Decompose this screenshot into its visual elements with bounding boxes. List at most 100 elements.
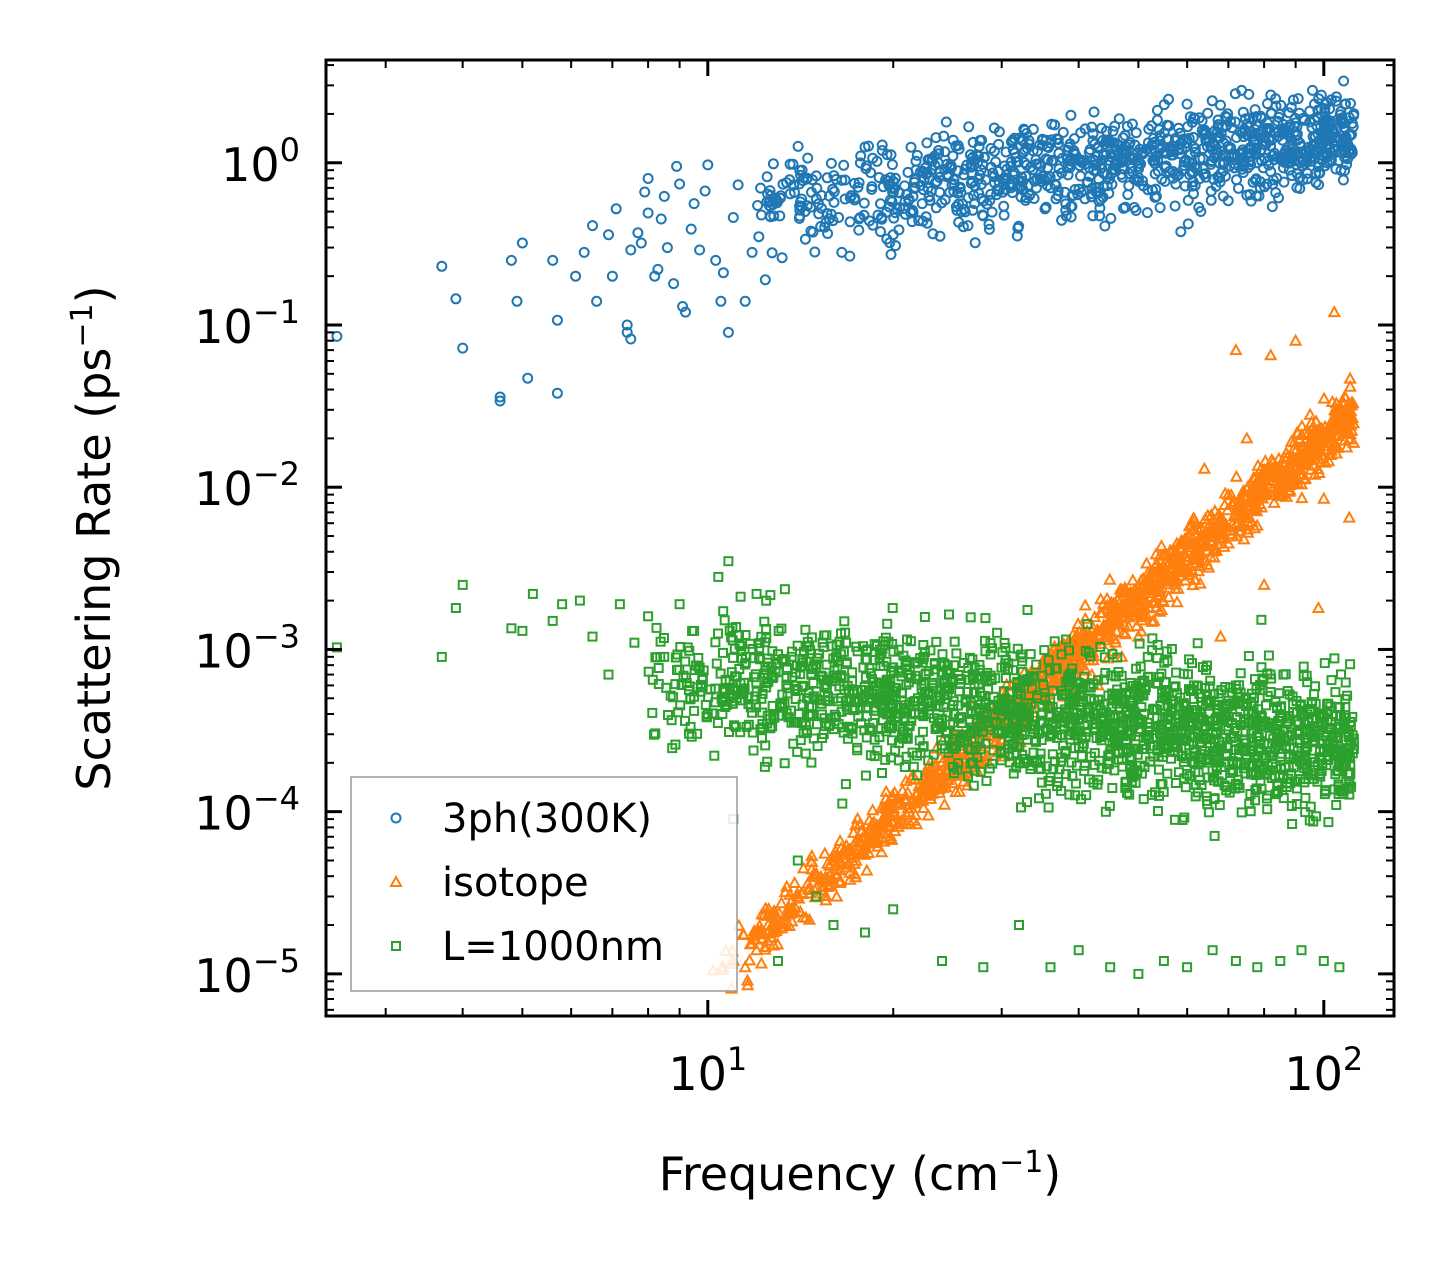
data-point	[745, 638, 756, 649]
data-point	[974, 664, 985, 675]
data-point	[1250, 173, 1262, 185]
data-point	[805, 854, 819, 867]
data-point	[1042, 154, 1054, 166]
data-point	[1256, 662, 1267, 673]
data-point	[1194, 528, 1208, 541]
data-point	[1060, 204, 1072, 216]
data-point	[1168, 581, 1182, 594]
data-point	[969, 237, 981, 249]
data-point	[1054, 764, 1065, 775]
data-point	[1280, 477, 1294, 490]
data-point	[1139, 675, 1150, 686]
data-point	[1233, 160, 1245, 172]
data-point	[859, 141, 871, 153]
data-point	[1138, 794, 1149, 805]
data-point	[1279, 446, 1293, 459]
data-point	[1301, 670, 1312, 681]
data-point	[821, 679, 832, 690]
data-point	[1182, 194, 1194, 206]
data-point	[1014, 741, 1025, 752]
data-point	[931, 636, 942, 647]
data-point	[1087, 210, 1099, 222]
data-point	[977, 195, 989, 207]
data-point	[1178, 156, 1190, 168]
data-point	[1184, 169, 1196, 181]
data-point	[1157, 693, 1167, 704]
data-point	[1065, 211, 1077, 223]
data-point	[652, 263, 664, 275]
data-point	[978, 962, 989, 973]
data-point	[1104, 601, 1119, 614]
data-point	[987, 167, 999, 179]
data-point	[899, 714, 910, 725]
data-point	[1343, 406, 1357, 419]
data-point	[830, 889, 844, 902]
data-point	[673, 707, 684, 718]
data-point	[1034, 793, 1044, 804]
data-point	[889, 172, 901, 184]
data-point	[1277, 128, 1289, 140]
data-point	[724, 727, 734, 737]
data-point	[1213, 629, 1228, 642]
data-point	[1198, 512, 1212, 525]
data-point	[1217, 539, 1231, 552]
data-point	[1205, 194, 1217, 206]
data-point	[1154, 202, 1166, 214]
data-point	[1290, 475, 1305, 488]
data-point	[715, 295, 727, 307]
data-point	[953, 143, 965, 155]
data-point	[511, 295, 523, 307]
data-point	[802, 636, 813, 647]
data-point	[1265, 107, 1277, 119]
plot-frame	[324, 58, 1396, 1018]
data-point	[729, 671, 740, 682]
data-point	[940, 116, 952, 128]
data-point	[1255, 721, 1266, 732]
data-point	[930, 700, 941, 711]
data-point	[1104, 173, 1116, 185]
data-point	[1321, 760, 1332, 771]
data-point	[625, 333, 637, 345]
legend-marker-boundary	[391, 941, 401, 951]
data-point	[790, 717, 801, 728]
data-point	[680, 306, 691, 318]
data-point	[1231, 745, 1241, 755]
data-point	[750, 669, 761, 680]
data-point	[1079, 765, 1090, 776]
data-point	[1149, 158, 1161, 169]
data-point	[1067, 771, 1078, 782]
data-point	[981, 670, 991, 681]
data-point	[1169, 200, 1181, 212]
data-point	[1150, 190, 1162, 202]
data-point	[718, 606, 729, 617]
data-point	[1036, 717, 1047, 728]
data-point	[1099, 699, 1110, 710]
data-point	[909, 817, 924, 830]
data-point	[1310, 167, 1322, 179]
data-point	[994, 700, 1005, 711]
data-point	[1154, 539, 1169, 552]
data-point	[1319, 658, 1330, 669]
data-point	[792, 855, 803, 866]
data-point	[760, 740, 771, 751]
data-point	[831, 712, 842, 722]
data-point	[915, 793, 930, 806]
data-point	[1107, 783, 1118, 793]
data-point	[1214, 132, 1226, 143]
data-point	[1300, 807, 1311, 818]
data-point	[1078, 611, 1092, 624]
data-point	[1318, 124, 1330, 136]
data-point	[1209, 830, 1220, 841]
data-point	[727, 212, 739, 223]
data-point	[717, 267, 729, 279]
data-point	[1285, 450, 1299, 463]
data-point	[1284, 130, 1296, 142]
data-point	[1251, 475, 1265, 488]
data-point	[796, 661, 807, 671]
data-point	[738, 960, 752, 973]
data-point	[1208, 689, 1219, 700]
data-point	[825, 713, 836, 724]
data-point	[1311, 811, 1322, 822]
data-point	[1090, 623, 1104, 636]
data-point	[876, 139, 888, 151]
